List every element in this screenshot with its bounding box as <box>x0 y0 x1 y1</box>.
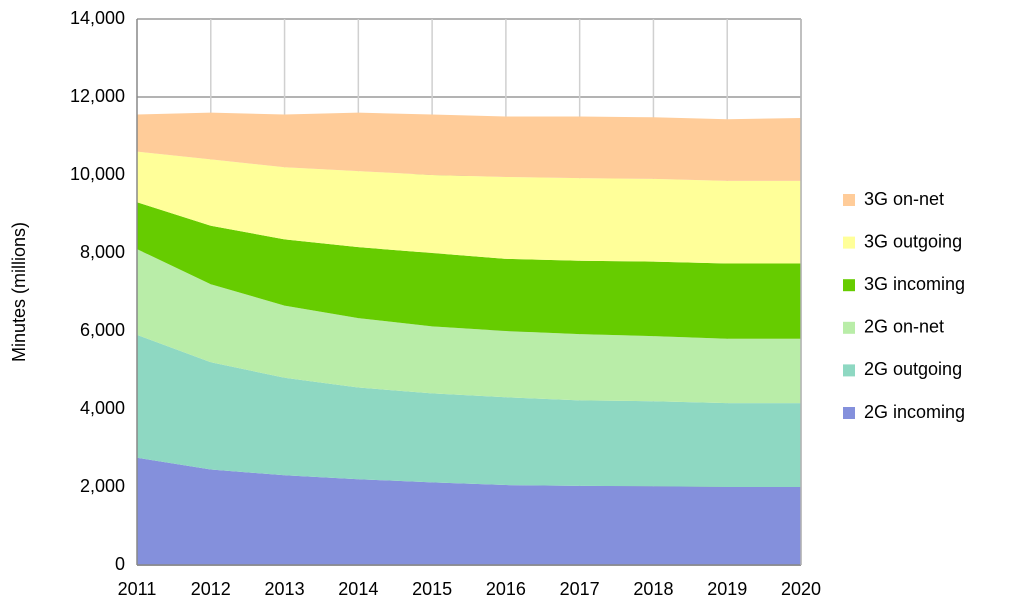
legend-label: 3G on-net <box>864 189 944 209</box>
y-tick-label: 4,000 <box>80 398 125 418</box>
legend-label: 3G incoming <box>864 274 965 294</box>
area <box>137 457 801 565</box>
y-axis-label: Minutes (millions) <box>9 222 29 362</box>
x-tick-label: 2018 <box>633 579 673 599</box>
area <box>137 334 801 487</box>
area <box>137 202 801 339</box>
legend-swatch <box>843 279 855 292</box>
legend-swatch <box>843 194 855 206</box>
x-tick-label: 2013 <box>265 579 305 599</box>
y-tick-label: 14,000 <box>70 8 125 28</box>
x-tick-label: 2017 <box>560 579 600 599</box>
area <box>137 249 801 404</box>
legend-swatch <box>843 407 855 419</box>
area <box>137 151 801 264</box>
y-tick-label: 0 <box>115 554 125 574</box>
x-tick-label: 2015 <box>412 579 452 599</box>
legend-swatch <box>843 321 855 334</box>
x-tick-label: 2012 <box>191 579 231 599</box>
x-tick-label: 2014 <box>338 579 378 599</box>
y-tick-label: 10,000 <box>70 164 125 184</box>
legend-swatch <box>843 364 855 377</box>
legend-label: 2G incoming <box>864 402 965 422</box>
x-tick-label: 2016 <box>486 579 526 599</box>
legend-label: 3G outgoing <box>864 231 962 251</box>
x-tick-label: 2011 <box>118 579 157 599</box>
y-tick-label: 8,000 <box>80 242 125 262</box>
legend-label: 2G outgoing <box>864 359 962 379</box>
x-tick-label: 2020 <box>781 579 821 599</box>
y-tick-label: 2,000 <box>80 476 125 496</box>
area <box>137 112 801 181</box>
legend-swatch <box>843 236 855 249</box>
x-tick-label: 2019 <box>707 579 747 599</box>
legend-label: 2G on-net <box>864 317 944 337</box>
y-tick-label: 6,000 <box>80 320 125 340</box>
y-tick-label: 12,000 <box>70 86 125 106</box>
